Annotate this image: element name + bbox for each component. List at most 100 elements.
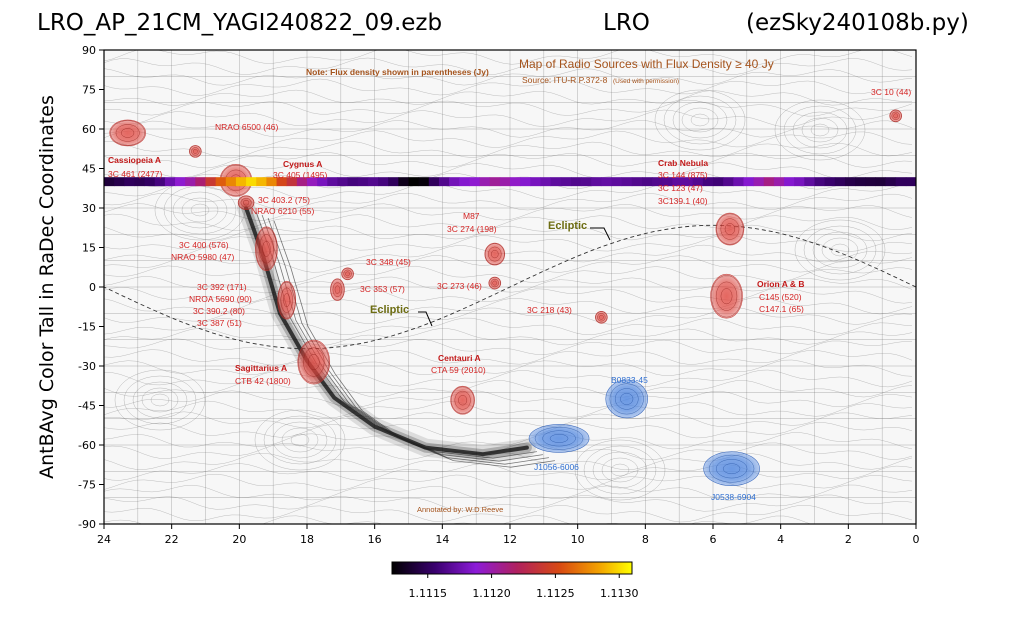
strip-cell [256,177,267,187]
source-red-ring [307,354,320,370]
ecliptic-curve [104,224,916,350]
strip-cell [114,177,125,187]
strip-cell [865,177,876,187]
source-red-ring [715,281,738,311]
label-3c4032: 3C 403.2 (75) [258,195,310,205]
contour-line [104,287,913,304]
strip-cell [235,177,247,187]
contour-line [104,57,913,76]
contour-ring [574,439,666,501]
label-c1471: C147.1 (65) [759,304,804,314]
strip-cell [621,177,633,187]
x-tick-label: 18 [300,533,314,546]
x-axis: 24 22 20 18 16 14 12 10 8 6 4 2 0 [97,524,920,546]
contour-line [104,255,913,273]
label-3c461: 3C 461 (2477) [108,169,163,179]
label-orion: Orion A & B [757,279,805,289]
source-blue-ring [722,463,741,475]
strip-cell [784,177,795,187]
label-ctb42: CTB 42 (1800) [235,376,291,386]
label-3c10: 3C 10 (44) [871,87,911,97]
strip-cell [266,177,277,187]
strip-cell [702,177,714,187]
source-red-blob [255,226,278,272]
contour-line [104,515,812,524]
contour-ring [783,105,857,155]
x-tick-label: 16 [368,533,382,546]
label-cassiopeia: Cassiopeia A [108,155,161,165]
strip-cell [875,177,886,187]
contour-ring [794,219,886,281]
source-blue-blob [605,379,649,419]
source-blue-ring [549,433,569,443]
contour-ring [172,191,228,229]
strip-cell [164,177,176,187]
source-red-ring [454,390,471,410]
strip-cell [367,177,379,187]
label-cygnus: Cygnus A [283,159,322,169]
label-3c1391: 3C139.1 (40) [658,196,708,206]
strip-cell [104,177,115,187]
contour-line [104,317,913,336]
strip-cell [773,177,785,187]
x-tick-label: 10 [571,533,585,546]
contour-line [104,494,913,512]
contour-line [104,380,913,398]
strip-cell [855,177,866,187]
source-red-ring [255,227,278,270]
contour-ring [690,113,710,127]
strip-cell [581,177,592,187]
contour-line [104,50,913,65]
source-red-ring [298,340,330,384]
source-red-blob [889,109,903,123]
strip-cell [652,177,663,187]
contour-ring [281,427,319,453]
contour-line [104,505,913,523]
source-red-ring [491,249,499,259]
contour-line [104,89,913,106]
label-sagittarius: Sagittarius A [235,363,287,373]
contour-line [104,307,913,325]
x-tick-label: 24 [97,533,111,546]
strip-cell [276,177,288,187]
strip-cell [175,177,186,187]
source-red-ring [488,246,502,262]
strip-cell [824,177,836,187]
source-red-ring [720,288,733,305]
source-labels: Note: Flux density shown in parentheses … [108,57,911,514]
strip-cell [347,177,359,187]
strip-cell [469,177,480,187]
source-red-ring [597,313,606,322]
strip-cell [124,177,135,187]
label-nrao6500: NRAO 6500 (46) [215,122,278,132]
contour-line [104,203,913,221]
strip-cell [317,177,328,187]
source-red-ring [332,282,343,298]
source-red-ring [893,113,899,119]
ecliptic-label-1: Ecliptic [548,220,587,232]
source-blue-ring [542,430,576,447]
label-3c400: 3C 400 (576) [179,240,229,250]
strip-cell [449,177,460,187]
contour-line [104,328,913,346]
contour-ring [610,463,630,477]
contour-line [104,411,913,429]
source-red-ring [121,128,135,138]
contour-line [104,99,913,117]
strip-cell [378,177,389,187]
contour-line [104,484,913,501]
y-tick-label: -15 [78,321,96,334]
annotated-by: Annotated by: W.D.Reeve [417,505,503,514]
contour-ring [792,111,848,149]
strip-cell [662,177,673,187]
source-blue-ring [708,454,755,483]
contour-line [104,463,913,481]
contour-ring [123,375,197,425]
label-nroa5690: NROA 5690 (90) [189,294,252,304]
overlay-title: Map of Radio Sources with Flux Density ≥… [519,57,774,71]
label-b0833: B0833-45 [611,375,648,385]
x-tick-label: 22 [165,533,179,546]
strip-cell [307,177,318,187]
contour-line [104,349,913,366]
